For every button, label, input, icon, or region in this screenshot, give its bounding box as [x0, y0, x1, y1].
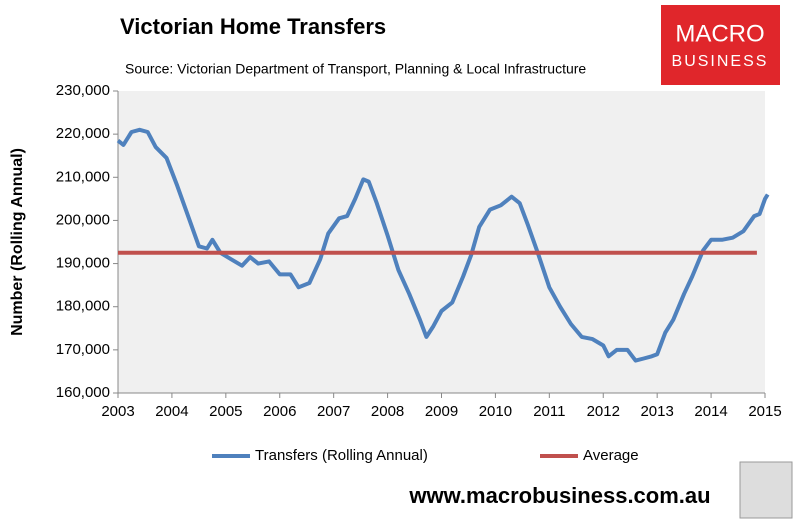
logo-box	[661, 5, 780, 85]
y-tick-label: 220,000	[56, 125, 110, 142]
x-tick-label: 2008	[371, 403, 404, 420]
x-tick-label: 2007	[317, 403, 350, 420]
logo-text: MACRO	[675, 20, 764, 47]
y-tick-label: 190,000	[56, 255, 110, 272]
x-tick-label: 2011	[533, 403, 565, 420]
logo-text: BUSINESS	[672, 53, 769, 70]
legend-label: Transfers (Rolling Annual)	[255, 447, 428, 464]
chart-subtitle: Source: Victorian Department of Transpor…	[125, 61, 586, 77]
x-tick-label: 2010	[479, 403, 512, 420]
x-tick-label: 2014	[694, 403, 727, 420]
y-tick-label: 170,000	[56, 341, 110, 358]
x-tick-label: 2003	[101, 403, 134, 420]
y-tick-label: 210,000	[56, 168, 110, 185]
x-tick-label: 2004	[155, 403, 188, 420]
y-tick-label: 230,000	[56, 82, 110, 99]
plot-area	[118, 91, 765, 393]
x-tick-label: 2005	[209, 403, 242, 420]
legend-label: Average	[583, 447, 639, 464]
y-axis-label: Number (Rolling Annual)	[9, 148, 26, 336]
chart-title: Victorian Home Transfers	[120, 14, 386, 39]
x-tick-label: 2015	[748, 403, 781, 420]
x-tick-label: 2009	[425, 403, 458, 420]
logo-image	[739, 461, 793, 519]
x-tick-label: 2006	[263, 403, 296, 420]
x-tick-label: 2012	[587, 403, 620, 420]
y-tick-label: 160,000	[56, 384, 110, 401]
y-tick-label: 180,000	[56, 298, 110, 315]
x-tick-label: 2013	[640, 403, 673, 420]
y-tick-label: 200,000	[56, 211, 110, 228]
footer-url: www.macrobusiness.com.au	[408, 483, 710, 508]
